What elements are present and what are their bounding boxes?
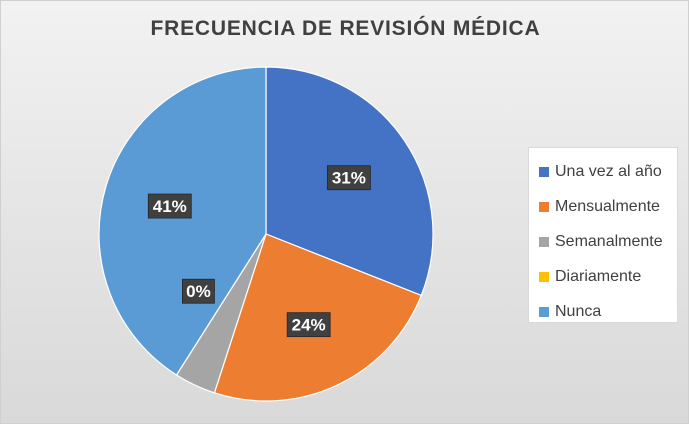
legend-label: Mensualmente bbox=[555, 197, 660, 215]
legend-swatch bbox=[539, 306, 549, 317]
legend-label: Una vez al año bbox=[555, 162, 662, 180]
legend-item-semanalmente: Semanalmente bbox=[539, 224, 677, 259]
legend-swatch bbox=[539, 166, 549, 177]
data-label-una-vez-al-ano: 31% bbox=[326, 165, 371, 191]
legend-item-nunca: Nunca bbox=[539, 294, 677, 329]
legend-item-una-vez-al-ano: Una vez al año bbox=[539, 154, 677, 189]
legend-swatch bbox=[539, 271, 549, 282]
legend-label: Diariamente bbox=[555, 267, 642, 285]
svg-text:41%: 41% bbox=[153, 197, 187, 216]
legend-label: Nunca bbox=[555, 302, 602, 320]
legend-swatch bbox=[539, 236, 549, 247]
svg-text:0%: 0% bbox=[186, 282, 211, 301]
data-label-nunca: 41% bbox=[147, 193, 192, 219]
svg-text:31%: 31% bbox=[332, 169, 366, 188]
chart-title: FRECUENCIA DE REVISIÓN MÉDICA bbox=[150, 17, 541, 40]
legend-item-mensualmente: Mensualmente bbox=[539, 189, 677, 224]
svg-text:24%: 24% bbox=[292, 316, 326, 335]
legend-label: Semanalmente bbox=[555, 232, 663, 250]
data-label-mensualmente: 24% bbox=[286, 312, 331, 338]
legend-item-diariamente: Diariamente bbox=[539, 259, 677, 294]
data-label-diariamente: 0% bbox=[182, 278, 215, 304]
chart-legend: Una vez al año Mensualmente Semanalmente Di… bbox=[528, 147, 678, 323]
pie-slice-nunca bbox=[98, 66, 267, 376]
legend-swatch bbox=[539, 201, 549, 212]
